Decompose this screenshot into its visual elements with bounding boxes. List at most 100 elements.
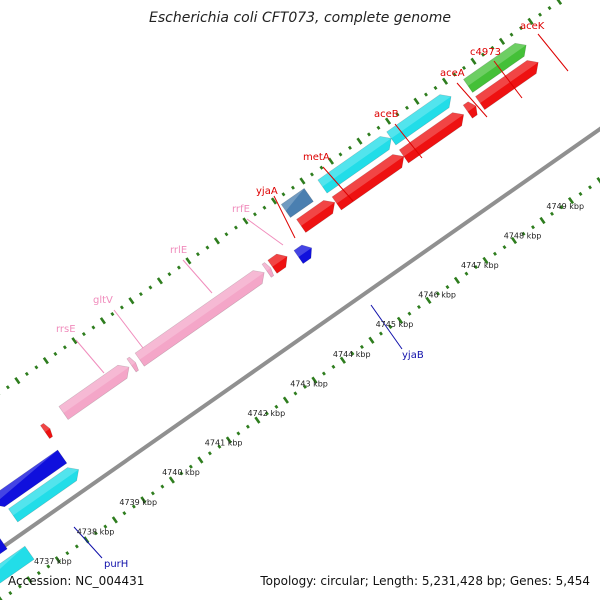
inner-tick (339, 356, 347, 364)
gene-aceB-red-shape (331, 154, 405, 211)
inner-tick (567, 196, 575, 205)
outer-tick (5, 385, 10, 390)
outer-tick (34, 365, 39, 370)
outer-tick (290, 185, 295, 190)
outer-tick (14, 376, 21, 385)
gene-metA-shape (280, 187, 314, 218)
gene-rrsE-shape (58, 364, 130, 420)
gene-aceB[interactable] (317, 132, 396, 194)
leader-gltV (113, 309, 144, 349)
gene-label-aceK[interactable]: aceK (520, 21, 545, 32)
kbp-label: 4746 kbp (418, 291, 456, 300)
gene-blue-b-shape (0, 449, 68, 508)
gene-yjaA[interactable] (267, 250, 292, 274)
leader-c4973 (493, 60, 523, 99)
outer-tick (62, 345, 67, 350)
gene-rrfE-highlight (262, 262, 271, 271)
kbp-label: 4743 kbp (290, 379, 328, 388)
gene-red-b-highlight (296, 200, 335, 226)
gene-aceB-red[interactable] (331, 150, 408, 211)
inner-tick (359, 344, 364, 349)
gene-aceA[interactable] (386, 90, 456, 146)
gene-rrfE[interactable] (261, 261, 275, 278)
gene-gltV[interactable] (126, 356, 140, 373)
outer-tick (71, 337, 78, 345)
outer-tick (185, 257, 192, 265)
gene-red-b[interactable] (296, 196, 340, 233)
inner-tick (588, 185, 592, 190)
leader-aceB (394, 123, 423, 159)
outer-tick (270, 197, 278, 205)
gene-label-aceB[interactable]: aceB (374, 109, 399, 120)
gene-c4973-highlight (463, 101, 476, 112)
outer-tick (42, 357, 49, 365)
inner-tick (482, 256, 489, 265)
outer-tick (433, 85, 438, 90)
gene-c4973[interactable] (462, 99, 480, 119)
outer-tick (224, 232, 229, 237)
gene-yjaA-highlight (267, 254, 288, 267)
gene-label-yjaB[interactable]: yjaB (402, 350, 424, 361)
gene-aceB-highlight (317, 136, 392, 187)
leader-aceA (456, 82, 488, 118)
outer-tick (547, 6, 552, 11)
gene-yjaA-shape (267, 253, 288, 274)
gene-purH-highlight (8, 467, 79, 516)
kbp-label: 4747 kbp (461, 261, 499, 270)
inner-tick (407, 311, 412, 316)
inner-tick (46, 564, 51, 569)
inner-tick (416, 304, 421, 310)
inner-tick (179, 471, 184, 476)
gene-rrsE[interactable] (58, 361, 134, 420)
gene-label-c4973[interactable]: c4973 (470, 47, 501, 58)
gene-cyan-a[interactable] (0, 545, 35, 595)
gene-metA-highlight (281, 188, 305, 211)
gene-label-metA[interactable]: metA (303, 152, 330, 163)
gene-purH-shape (8, 467, 79, 523)
inner-tick (254, 416, 261, 424)
gene-aceK-red[interactable] (475, 56, 542, 111)
gene-rrlE-shape (134, 270, 265, 367)
gene-aceB-shape (317, 136, 392, 194)
gene-red-marker-highlight (40, 423, 50, 433)
gene-label-aceA[interactable]: aceA (440, 68, 465, 79)
gene-blue-b[interactable] (0, 449, 68, 511)
inner-tick (521, 231, 526, 236)
inner-tick (131, 504, 136, 509)
gene-metA[interactable] (280, 187, 314, 218)
outer-tick (110, 312, 115, 317)
gene-yjaB[interactable] (293, 241, 316, 264)
outer-tick (356, 137, 363, 145)
gene-label-rrlE[interactable]: rrlE (170, 245, 187, 256)
gene-label-rrsE[interactable]: rrsE (56, 324, 76, 335)
gene-label-rrfE[interactable]: rrfE (232, 204, 250, 215)
inner-tick (321, 371, 326, 376)
inner-tick (492, 251, 497, 256)
outer-tick (470, 57, 477, 65)
outer-tick (490, 45, 495, 51)
gene-label-gltV[interactable]: gltV (93, 295, 113, 306)
inner-tick (531, 225, 535, 230)
inner-tick (502, 245, 507, 250)
inner-tick (282, 396, 289, 404)
outer-tick (138, 292, 143, 297)
inner-tick (331, 364, 336, 369)
gene-yjaB-shape (293, 244, 312, 264)
outer-tick (556, 0, 563, 6)
gene-label-yjaA[interactable]: yjaA (256, 186, 278, 197)
gene-aceK[interactable] (463, 39, 530, 93)
gene-red-marker[interactable] (40, 422, 54, 439)
outer-tick (462, 65, 466, 71)
inner-tick (54, 556, 61, 564)
inner-tick (539, 216, 546, 225)
gene-rrlE[interactable] (134, 266, 269, 367)
gene-purH[interactable] (8, 463, 84, 523)
leader-yjaB (370, 304, 403, 350)
outer-tick (413, 97, 420, 105)
inner-tick (388, 324, 393, 330)
inner-tick (8, 590, 13, 596)
kbp-label: 4749 kbp (546, 202, 584, 211)
gene-label-purH[interactable]: purH (104, 559, 128, 570)
genome-backbone (0, 126, 600, 552)
